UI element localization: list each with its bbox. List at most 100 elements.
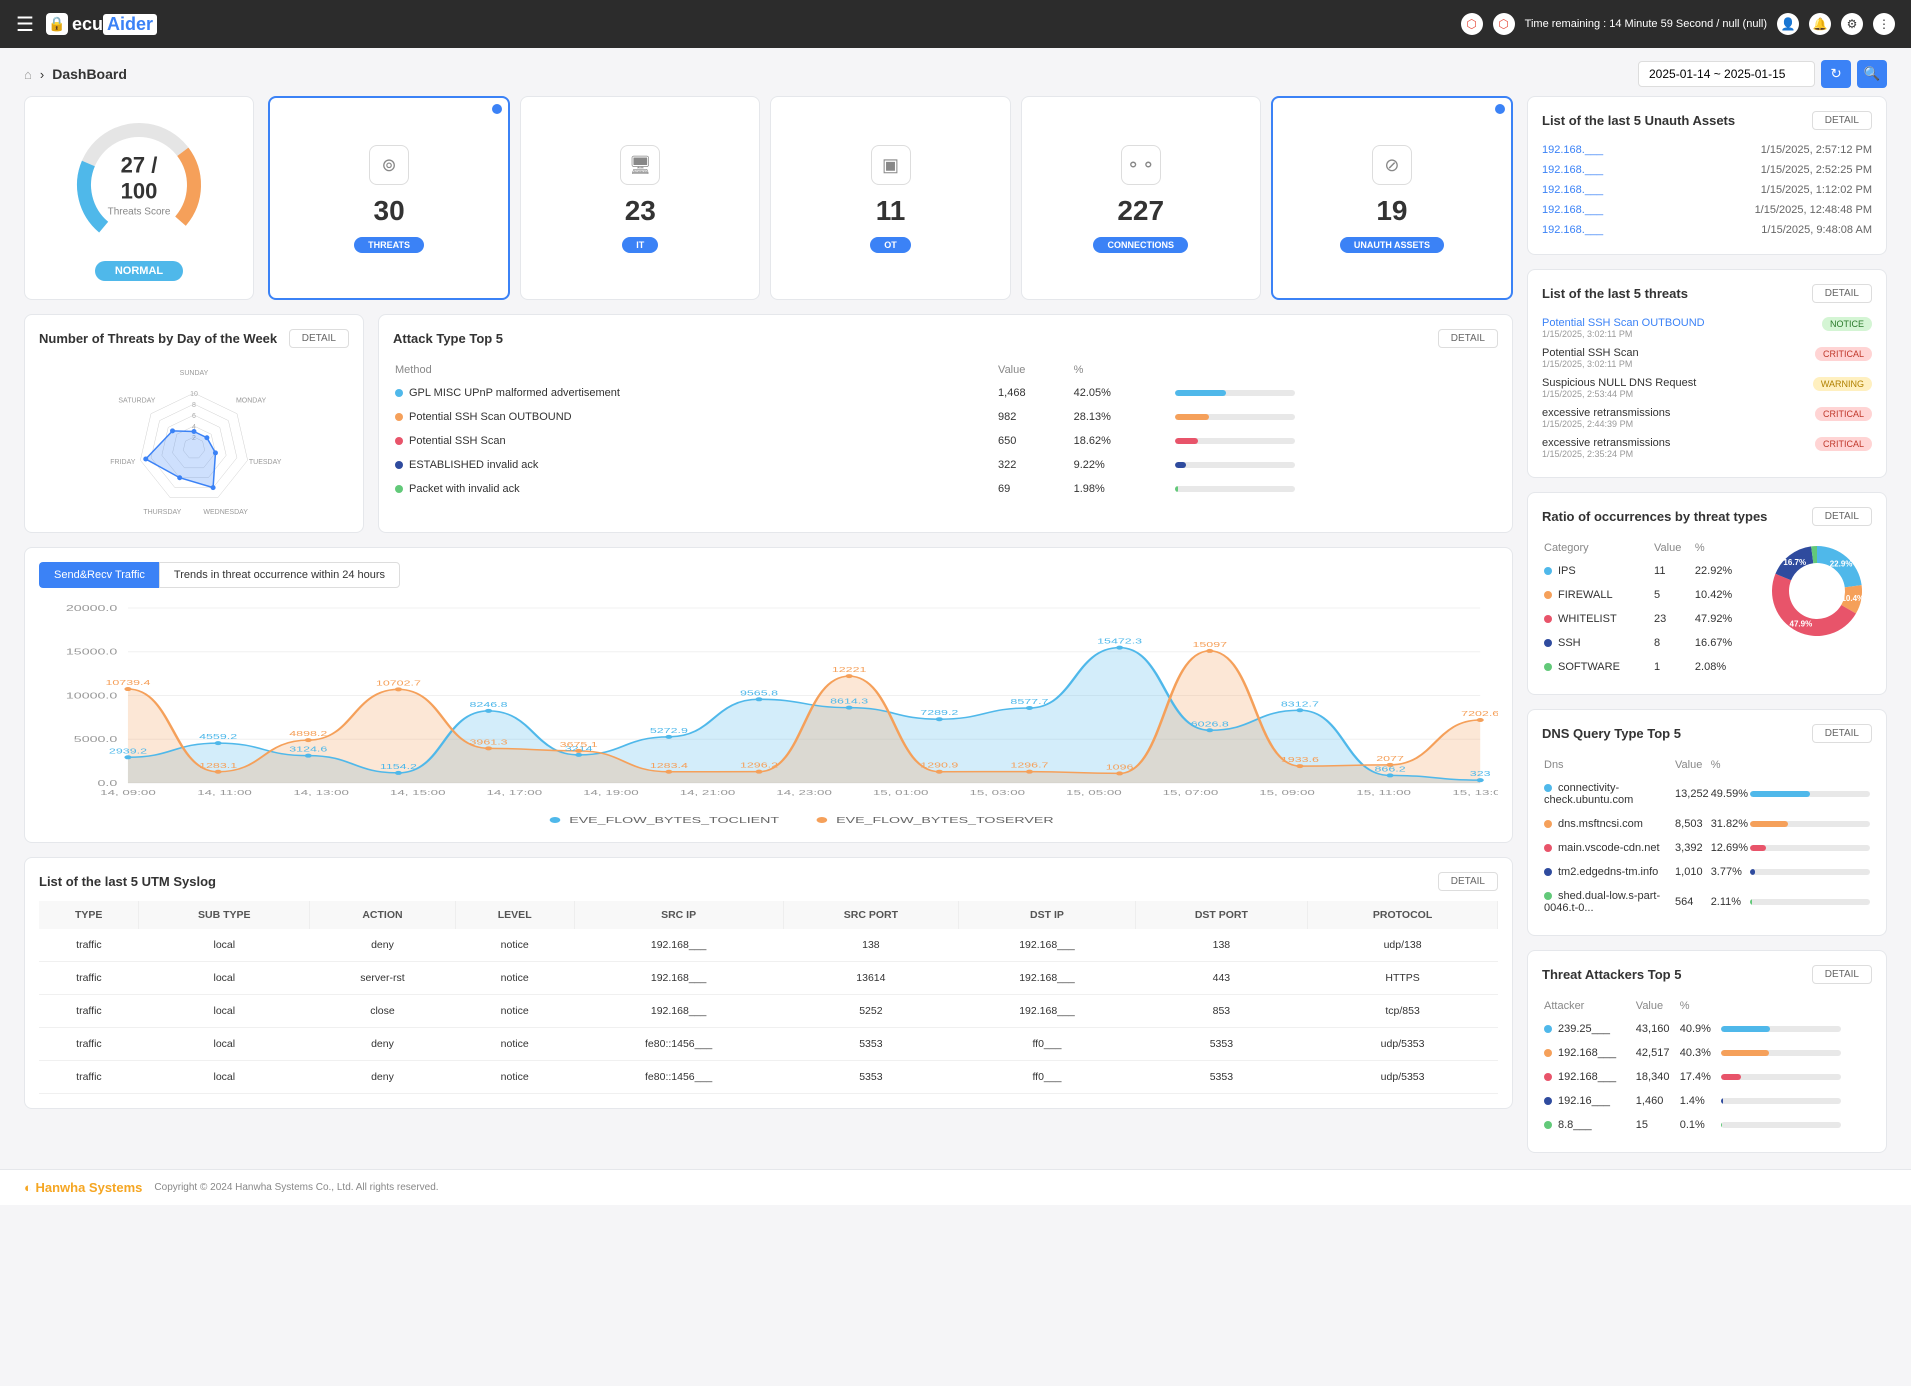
traffic-chart: 20000.015000.010000.05000.00.014, 09:001… xyxy=(39,598,1498,828)
svg-text:323: 323 xyxy=(1470,771,1491,779)
footer: ◐ Hanwha Systems Copyright © 2024 Hanwha… xyxy=(0,1169,1911,1205)
svg-text:SUNDAY: SUNDAY xyxy=(180,370,209,377)
svg-text:16.7%: 16.7% xyxy=(1783,558,1806,567)
svg-text:22.9%: 22.9% xyxy=(1830,560,1853,569)
svg-text:10000.0: 10000.0 xyxy=(66,692,117,700)
asset-row[interactable]: 192.168.___1/15/2025, 1:12:02 PM xyxy=(1542,180,1872,200)
stat-label: THREATS xyxy=(354,237,424,253)
asset-row[interactable]: 192.168.___1/15/2025, 2:52:25 PM xyxy=(1542,160,1872,180)
stat-card-ot[interactable]: ▣11OT xyxy=(770,96,1010,300)
svg-text:5000.0: 5000.0 xyxy=(74,736,117,744)
svg-text:15, 01:00: 15, 01:00 xyxy=(873,789,929,797)
unauth-detail-button[interactable]: DETAIL xyxy=(1812,111,1872,130)
home-icon[interactable]: ⌂ xyxy=(24,67,32,82)
stat-card-connections[interactable]: ⚬⚬227CONNECTIONS xyxy=(1021,96,1261,300)
svg-text:6: 6 xyxy=(192,413,196,420)
stat-card-unauth assets[interactable]: ⊘ 19 UNAUTH ASSETS xyxy=(1271,96,1513,300)
syslog-row[interactable]: trafficlocalserver-rstnotice192.168___13… xyxy=(39,962,1498,995)
svg-text:THURSDAY: THURSDAY xyxy=(143,509,181,516)
alert-icon-1[interactable]: ⬡ xyxy=(1461,13,1483,35)
threat-row[interactable]: excessive retransmissions1/15/2025, 2:35… xyxy=(1542,433,1872,463)
syslog-row[interactable]: trafficlocaldenynotice192.168___138192.1… xyxy=(39,929,1498,962)
svg-text:1096: 1096 xyxy=(1106,764,1134,772)
table-row: 192.168___42,51740.3% xyxy=(1544,1042,1870,1064)
stat-card-it[interactable]: 🖥23IT xyxy=(520,96,760,300)
svg-text:8312.7: 8312.7 xyxy=(1281,701,1320,709)
search-button[interactable]: 🔍 xyxy=(1857,60,1887,88)
breadcrumb-sep: › xyxy=(40,67,44,82)
stat-value: 11 xyxy=(876,195,906,227)
radar-detail-button[interactable]: DETAIL xyxy=(289,329,349,348)
svg-text:10702.7: 10702.7 xyxy=(376,680,421,688)
table-row: GPL MISC UPnP malformed advertisement1,4… xyxy=(395,382,1496,404)
svg-text:1290.9: 1290.9 xyxy=(920,762,959,770)
dns-detail-button[interactable]: DETAIL xyxy=(1812,724,1872,743)
svg-text:15472.3: 15472.3 xyxy=(1097,638,1142,646)
svg-text:15, 09:00: 15, 09:00 xyxy=(1259,789,1315,797)
syslog-row[interactable]: trafficlocaldenynoticefe80::1456___5353f… xyxy=(39,1061,1498,1094)
svg-text:14, 17:00: 14, 17:00 xyxy=(487,789,543,797)
traffic-tab-0[interactable]: Send&Recv Traffic xyxy=(39,562,159,588)
stat-label: UNAUTH ASSETS xyxy=(1340,237,1444,253)
svg-text:1154.2: 1154.2 xyxy=(380,763,418,771)
threat-row[interactable]: Potential SSH Scan1/15/2025, 3:02:11 PMC… xyxy=(1542,343,1872,373)
table-row: ESTABLISHED invalid ack3229.22% xyxy=(395,454,1496,476)
attack-detail-button[interactable]: DETAIL xyxy=(1438,329,1498,348)
attackers-card: Threat Attackers Top 5 DETAIL AttackerVa… xyxy=(1527,950,1887,1153)
table-row: Packet with invalid ack691.98% xyxy=(395,478,1496,500)
svg-text:TUESDAY: TUESDAY xyxy=(249,459,282,466)
stat-icon: ⚬⚬ xyxy=(1121,145,1161,185)
svg-text:EVE_FLOW_BYTES_TOSERVER: EVE_FLOW_BYTES_TOSERVER xyxy=(836,817,1054,825)
stat-icon: ▣ xyxy=(871,145,911,185)
svg-text:866.2: 866.2 xyxy=(1374,766,1406,774)
table-row: 239.25___43,16040.9% xyxy=(1544,1018,1870,1040)
attackers-detail-button[interactable]: DETAIL xyxy=(1812,965,1872,984)
ratio-card: Ratio of occurrences by threat types DET… xyxy=(1527,492,1887,695)
attackers-title: Threat Attackers Top 5 xyxy=(1542,967,1681,982)
date-range-input[interactable] xyxy=(1638,61,1815,87)
svg-text:20000.0: 20000.0 xyxy=(66,605,117,613)
gear-icon[interactable]: ⚙ xyxy=(1841,13,1863,35)
svg-text:9565.8: 9565.8 xyxy=(740,690,779,698)
asset-row[interactable]: 192.168.___1/15/2025, 9:48:08 AM xyxy=(1542,220,1872,240)
svg-text:14, 15:00: 14, 15:00 xyxy=(390,789,446,797)
more-icon[interactable]: ⋮ xyxy=(1873,13,1895,35)
traffic-tab-1[interactable]: Trends in threat occurrence within 24 ho… xyxy=(159,562,400,588)
threat-row[interactable]: excessive retransmissions1/15/2025, 2:44… xyxy=(1542,403,1872,433)
alert-icon-2[interactable]: ⬡ xyxy=(1493,13,1515,35)
svg-text:8246.8: 8246.8 xyxy=(470,701,509,709)
threats-detail-button[interactable]: DETAIL xyxy=(1812,284,1872,303)
syslog-row[interactable]: trafficlocalclosenotice192.168___5252192… xyxy=(39,995,1498,1028)
svg-text:12221: 12221 xyxy=(832,667,867,675)
table-row: main.vscode-cdn.net3,39212.69% xyxy=(1544,837,1870,859)
stat-card-threats[interactable]: ⊚30THREATS xyxy=(268,96,510,300)
stat-value: 19 xyxy=(1376,195,1407,227)
dns-title: DNS Query Type Top 5 xyxy=(1542,726,1681,741)
syslog-row[interactable]: trafficlocaldenynoticefe80::1456___5353f… xyxy=(39,1028,1498,1061)
asset-row[interactable]: 192.168.___1/15/2025, 2:57:12 PM xyxy=(1542,140,1872,160)
svg-text:15, 07:00: 15, 07:00 xyxy=(1163,789,1219,797)
threat-row[interactable]: Suspicious NULL DNS Request1/15/2025, 2:… xyxy=(1542,373,1872,403)
page-title: DashBoard xyxy=(52,66,127,82)
asset-row[interactable]: 192.168.___1/15/2025, 12:48:48 PM xyxy=(1542,200,1872,220)
table-row: WHITELIST2347.92% xyxy=(1544,608,1748,630)
svg-text:1933.6: 1933.6 xyxy=(1281,757,1320,765)
menu-icon[interactable]: ☰ xyxy=(16,12,34,37)
stat-icon: ⊘ xyxy=(1372,145,1412,185)
user-icon[interactable]: 👤 xyxy=(1777,13,1799,35)
ratio-title: Ratio of occurrences by threat types xyxy=(1542,509,1767,524)
svg-text:15000.0: 15000.0 xyxy=(66,649,117,657)
refresh-button[interactable]: ↻ xyxy=(1821,60,1851,88)
syslog-detail-button[interactable]: DETAIL xyxy=(1438,872,1498,891)
breadcrumb: ⌂ › DashBoard xyxy=(24,66,127,82)
time-remaining: Time remaining : 14 Minute 59 Second / n… xyxy=(1525,18,1767,30)
threats-title: List of the last 5 threats xyxy=(1542,286,1688,301)
svg-text:10739.4: 10739.4 xyxy=(105,679,150,687)
bell-icon[interactable]: 🔔 xyxy=(1809,13,1831,35)
ratio-detail-button[interactable]: DETAIL xyxy=(1812,507,1872,526)
svg-text:8: 8 xyxy=(192,402,196,409)
table-row: 8.8___150.1% xyxy=(1544,1114,1870,1136)
svg-text:15, 03:00: 15, 03:00 xyxy=(969,789,1025,797)
threat-row[interactable]: Potential SSH Scan OUTBOUND1/15/2025, 3:… xyxy=(1542,313,1872,343)
svg-text:15, 11:00: 15, 11:00 xyxy=(1356,789,1411,797)
